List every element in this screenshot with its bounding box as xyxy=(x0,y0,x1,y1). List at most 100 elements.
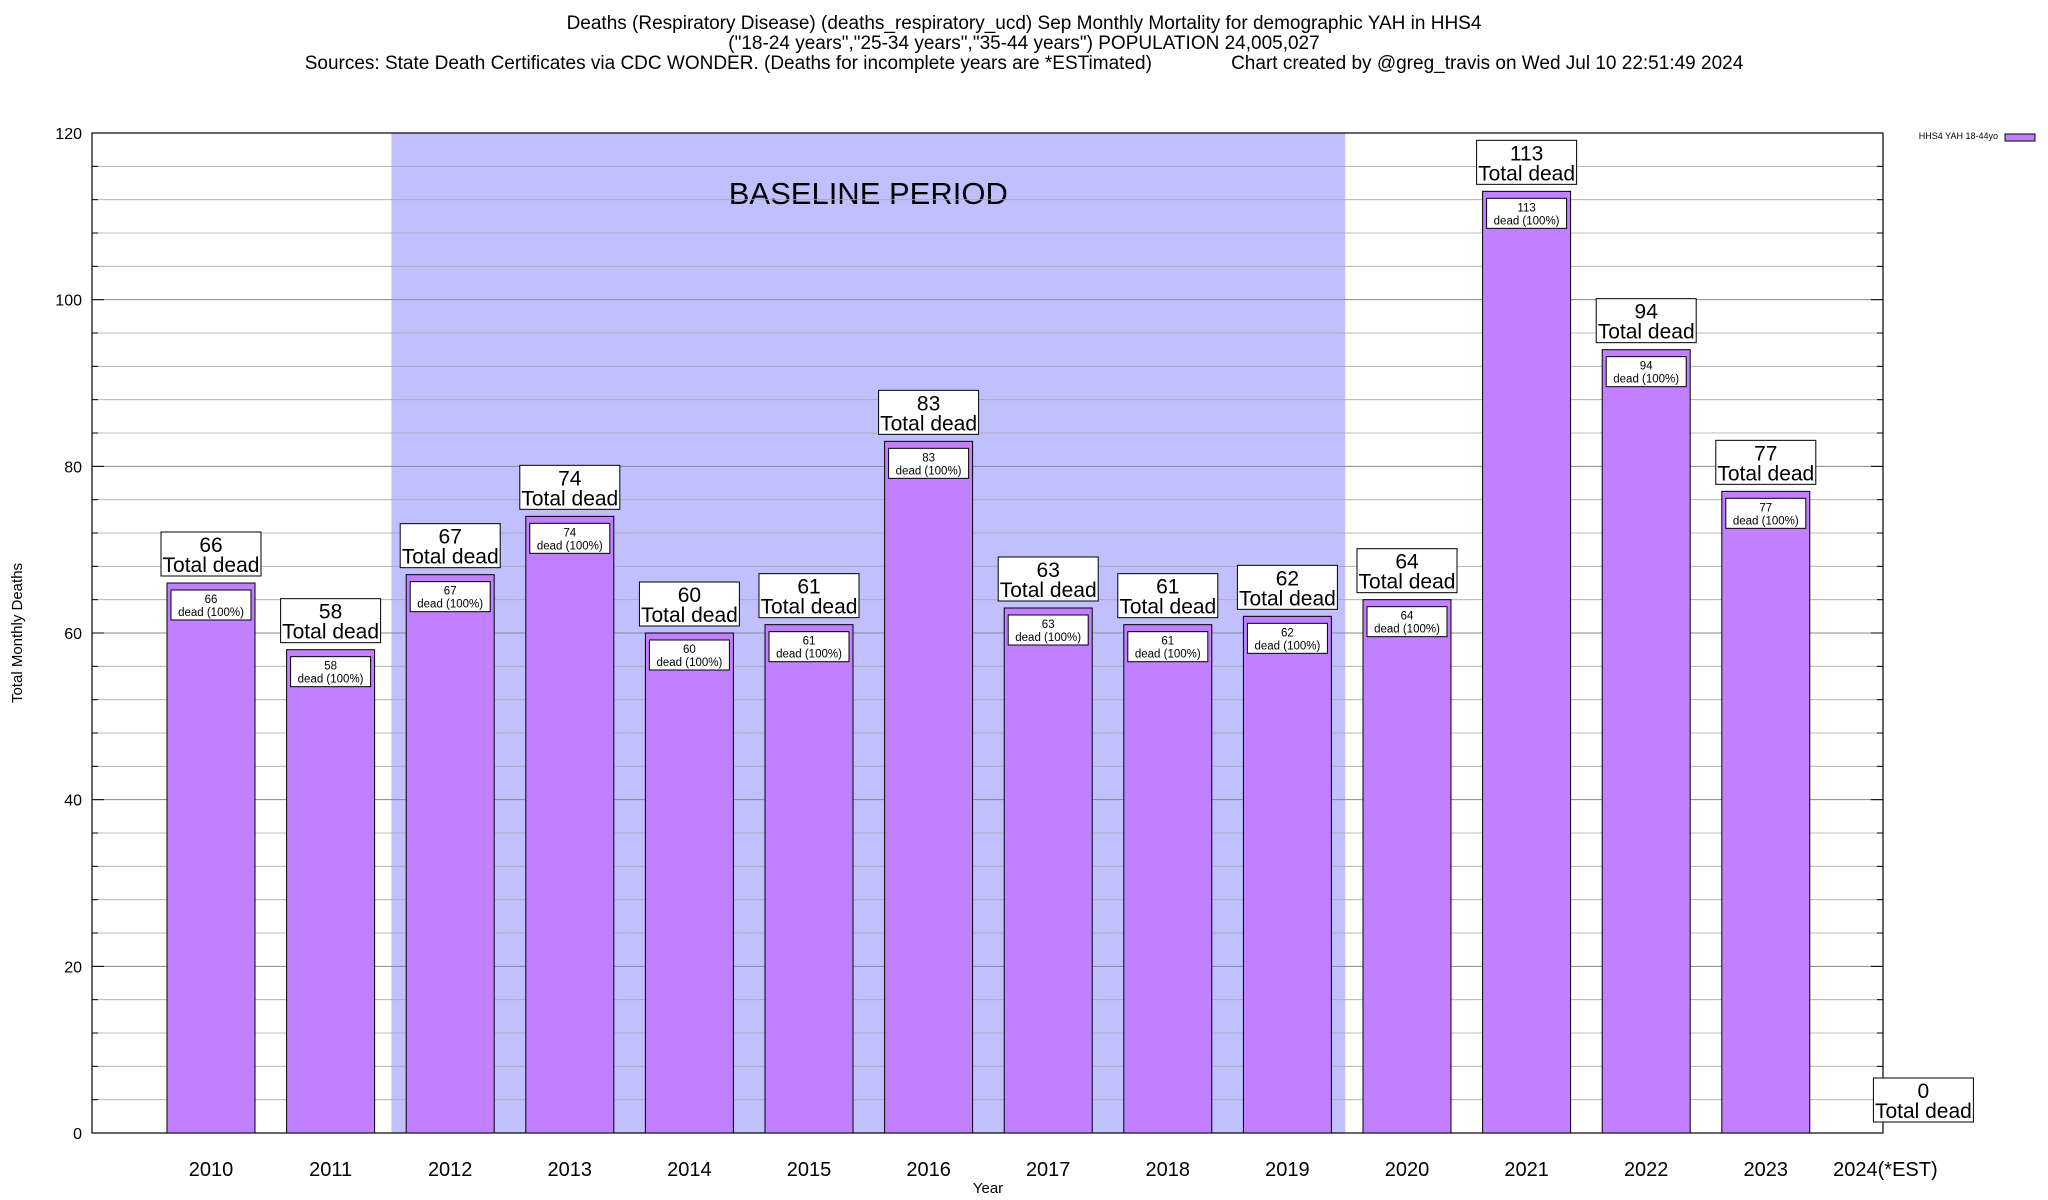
bar-inner-text: dead (100%) xyxy=(896,465,962,477)
bar-inner-text: dead (100%) xyxy=(776,649,842,661)
total-label-box xyxy=(1595,298,1697,344)
total-value: 0 xyxy=(1918,1080,1930,1103)
bar-inner-label-box xyxy=(290,656,372,688)
bar-inner-label-box xyxy=(1246,622,1328,654)
bar-inner-text: dead (100%) xyxy=(1015,632,1081,644)
bar-inner-text: dead (100%) xyxy=(1494,215,1560,227)
bar xyxy=(286,649,376,1134)
bar-inner-value: 83 xyxy=(922,452,935,464)
total-label-box xyxy=(519,464,621,510)
y-tick-label: 120 xyxy=(55,126,82,143)
x-tick-label: 2024(*EST) xyxy=(1833,1159,1938,1181)
bar-inner-text: dead (100%) xyxy=(417,599,483,611)
total-text: Total dead xyxy=(880,412,977,435)
bar-inner-label-box xyxy=(1486,197,1568,229)
total-label-box xyxy=(758,573,860,619)
y-tick-label: 60 xyxy=(64,626,82,643)
legend-label: HHS4 YAH 18-44yo xyxy=(1919,131,1998,141)
bar-inner-value: 58 xyxy=(324,661,337,673)
total-value: 64 xyxy=(1395,551,1419,574)
x-tick-label: 2018 xyxy=(1146,1159,1191,1181)
bar-inner-value: 61 xyxy=(803,636,816,648)
bar xyxy=(764,624,854,1134)
baseline-label: BASELINE PERIOD xyxy=(729,176,1008,211)
total-text: Total dead xyxy=(1239,587,1336,610)
x-tick-label: 2020 xyxy=(1385,1159,1430,1181)
bar-inner-label-box xyxy=(1725,497,1807,529)
total-value: 77 xyxy=(1754,442,1777,465)
total-label-box xyxy=(399,523,501,569)
bar xyxy=(884,440,974,1134)
total-value: 61 xyxy=(797,576,820,599)
bar xyxy=(166,582,256,1134)
bar-inner-value: 66 xyxy=(205,594,218,606)
x-tick-label: 2011 xyxy=(309,1159,352,1181)
total-text: Total dead xyxy=(1000,579,1097,602)
bar-inner-label-box xyxy=(1605,356,1687,388)
bar xyxy=(1003,607,1093,1134)
plot-frame xyxy=(91,132,1884,1134)
total-text: Total dead xyxy=(1359,571,1456,594)
bar-inner-label-box xyxy=(1127,631,1209,663)
legend-swatch xyxy=(2004,133,2036,142)
total-label-box xyxy=(1476,139,1578,185)
total-value: 113 xyxy=(1510,142,1543,165)
x-tick-label: 2015 xyxy=(787,1159,832,1181)
total-value: 58 xyxy=(319,601,342,624)
bar-inner-value: 74 xyxy=(563,527,576,539)
bar xyxy=(525,515,615,1134)
x-tick-label: 2022 xyxy=(1624,1159,1669,1181)
bar xyxy=(1242,615,1332,1134)
total-value: 60 xyxy=(678,584,701,607)
bar-inner-value: 61 xyxy=(1161,636,1174,648)
x-tick-label: 2016 xyxy=(906,1159,951,1181)
total-text: Total dead xyxy=(1598,321,1695,344)
bar-inner-label-box xyxy=(888,447,970,479)
bar xyxy=(1362,599,1452,1134)
total-value: 61 xyxy=(1156,576,1179,599)
total-text: Total dead xyxy=(1875,1100,1972,1123)
total-label-box xyxy=(280,598,382,644)
total-label-box xyxy=(1872,1077,1974,1123)
bar-inner-text: dead (100%) xyxy=(1254,640,1320,652)
y-tick-label: 80 xyxy=(64,459,82,476)
x-tick-label: 2017 xyxy=(1026,1159,1071,1181)
total-value: 67 xyxy=(439,526,462,549)
total-value: 63 xyxy=(1037,559,1060,582)
total-text: Total dead xyxy=(163,554,260,577)
bar-inner-label-box xyxy=(648,639,730,671)
bar-inner-text: dead (100%) xyxy=(1733,515,1799,527)
chart-title-line-1: Deaths (Respiratory Disease) (deaths_res… xyxy=(566,13,1482,34)
total-label-box xyxy=(638,581,740,627)
bar-inner-value: 94 xyxy=(1640,361,1653,373)
bar-inner-label-box xyxy=(409,581,491,613)
total-label-box xyxy=(1117,573,1219,619)
y-tick-label: 0 xyxy=(73,1126,82,1143)
x-tick-label: 2021 xyxy=(1504,1159,1549,1181)
bar xyxy=(1482,190,1572,1134)
bar-inner-text: dead (100%) xyxy=(1613,374,1679,386)
x-tick-label: 2014 xyxy=(667,1159,712,1181)
x-tick-label: 2023 xyxy=(1744,1159,1789,1181)
total-text: Total dead xyxy=(1717,462,1814,485)
x-tick-label: 2013 xyxy=(548,1159,593,1181)
x-axis-label: Year xyxy=(973,1180,1003,1197)
x-tick-label: 2010 xyxy=(189,1159,234,1181)
total-value: 66 xyxy=(199,534,222,557)
bar-inner-value: 63 xyxy=(1042,619,1055,631)
bar xyxy=(1721,490,1811,1134)
chart-title-line-3: Sources: State Death Certificates via CD… xyxy=(304,53,1744,74)
total-label-box xyxy=(160,531,262,577)
total-label-box xyxy=(1715,439,1817,485)
bar-inner-label-box xyxy=(768,631,850,663)
total-value: 83 xyxy=(917,392,940,415)
x-tick-label: 2012 xyxy=(428,1159,473,1181)
total-text: Total dead xyxy=(761,596,858,619)
bar xyxy=(405,574,495,1134)
total-label-box xyxy=(878,389,980,435)
total-value: 94 xyxy=(1635,301,1659,324)
bar-inner-value: 113 xyxy=(1517,202,1535,214)
total-text: Total dead xyxy=(641,604,738,627)
bar xyxy=(644,632,734,1134)
